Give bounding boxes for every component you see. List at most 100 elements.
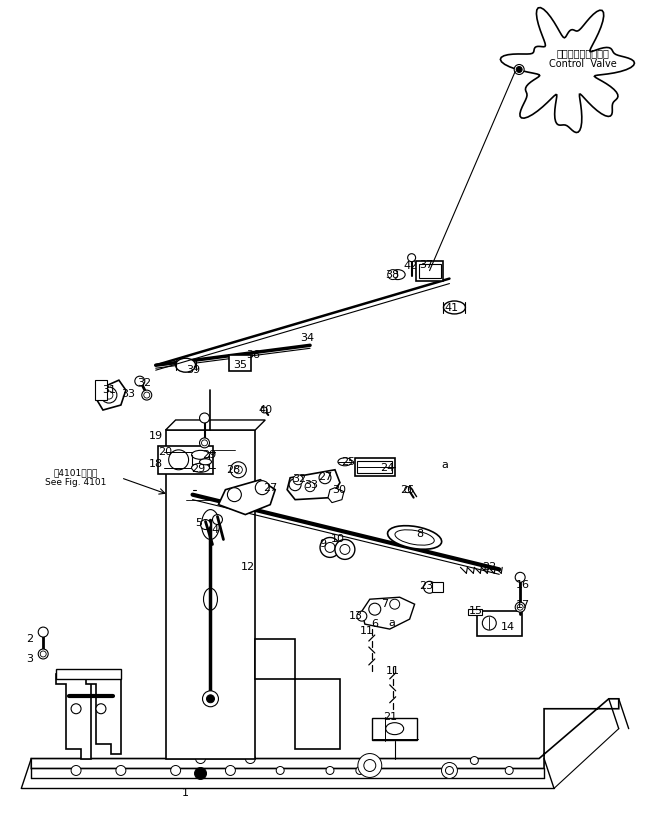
Text: 38: 38 xyxy=(385,270,400,280)
Circle shape xyxy=(213,514,222,524)
Circle shape xyxy=(390,599,400,609)
Circle shape xyxy=(305,482,315,492)
Text: 8: 8 xyxy=(416,529,423,539)
Circle shape xyxy=(227,488,241,502)
Text: 28: 28 xyxy=(226,465,240,475)
Text: 17: 17 xyxy=(516,600,530,610)
Text: 33: 33 xyxy=(304,480,318,490)
Text: 39: 39 xyxy=(187,365,201,375)
Text: 20: 20 xyxy=(159,447,173,457)
Circle shape xyxy=(515,602,525,612)
Circle shape xyxy=(207,695,215,703)
Text: 42: 42 xyxy=(404,260,418,270)
Circle shape xyxy=(105,391,113,399)
Text: 35: 35 xyxy=(233,360,248,370)
Text: 27: 27 xyxy=(263,483,278,493)
Circle shape xyxy=(517,604,523,610)
Text: 29: 29 xyxy=(202,450,216,460)
Circle shape xyxy=(357,612,367,622)
Circle shape xyxy=(194,767,207,780)
Text: 6: 6 xyxy=(371,619,378,629)
Circle shape xyxy=(505,766,514,775)
Polygon shape xyxy=(166,420,265,430)
Text: a: a xyxy=(388,618,395,628)
Circle shape xyxy=(255,481,269,495)
Text: コントロールバルブ
Control  Valve: コントロールバルブ Control Valve xyxy=(549,47,617,69)
Text: 37: 37 xyxy=(419,260,434,270)
Text: 4: 4 xyxy=(212,524,219,534)
Bar xyxy=(158,446,213,473)
Text: a: a xyxy=(441,460,448,470)
Circle shape xyxy=(245,754,255,764)
Text: 29: 29 xyxy=(191,463,205,473)
Text: 18: 18 xyxy=(149,458,162,468)
Ellipse shape xyxy=(202,509,220,539)
Text: 41: 41 xyxy=(445,304,458,314)
Text: 33: 33 xyxy=(121,389,135,399)
Polygon shape xyxy=(31,699,619,769)
Ellipse shape xyxy=(203,588,218,610)
Ellipse shape xyxy=(390,270,405,280)
Ellipse shape xyxy=(200,458,211,465)
Circle shape xyxy=(405,487,411,493)
Ellipse shape xyxy=(385,723,404,735)
Circle shape xyxy=(226,765,235,775)
Text: 26: 26 xyxy=(400,485,415,495)
Circle shape xyxy=(71,765,81,775)
Polygon shape xyxy=(56,669,121,679)
Text: 12: 12 xyxy=(241,562,255,572)
Polygon shape xyxy=(255,639,340,749)
Text: 11: 11 xyxy=(385,666,400,676)
Bar xyxy=(419,264,441,278)
Circle shape xyxy=(320,537,340,557)
Text: 40: 40 xyxy=(258,405,272,415)
Polygon shape xyxy=(500,7,634,132)
Circle shape xyxy=(276,766,284,775)
Circle shape xyxy=(335,539,355,559)
Polygon shape xyxy=(218,480,275,514)
Ellipse shape xyxy=(192,463,209,473)
Circle shape xyxy=(369,603,381,615)
Circle shape xyxy=(408,254,415,261)
Text: 25: 25 xyxy=(341,457,355,467)
Bar xyxy=(469,609,482,615)
Circle shape xyxy=(424,582,436,593)
Circle shape xyxy=(358,754,382,777)
Polygon shape xyxy=(56,674,91,759)
Circle shape xyxy=(364,760,376,771)
Circle shape xyxy=(356,766,364,775)
Circle shape xyxy=(71,704,81,714)
Bar xyxy=(415,260,443,280)
Circle shape xyxy=(325,542,335,552)
Text: 13: 13 xyxy=(349,612,363,622)
Circle shape xyxy=(202,440,207,446)
Circle shape xyxy=(471,756,478,765)
Circle shape xyxy=(516,67,522,72)
Circle shape xyxy=(230,462,246,478)
Circle shape xyxy=(96,704,106,714)
Circle shape xyxy=(261,407,267,413)
Text: 2: 2 xyxy=(26,634,33,644)
Text: 9: 9 xyxy=(319,539,326,549)
Polygon shape xyxy=(287,470,340,500)
Circle shape xyxy=(203,691,218,706)
Bar xyxy=(432,582,443,592)
Circle shape xyxy=(171,765,181,775)
Text: 第4101図参照
See Fig. 4101: 第4101図参照 See Fig. 4101 xyxy=(46,468,107,488)
Circle shape xyxy=(515,572,525,582)
Text: 22: 22 xyxy=(482,562,497,572)
Text: 7: 7 xyxy=(381,599,388,609)
Polygon shape xyxy=(362,597,415,629)
Text: 32: 32 xyxy=(292,473,306,483)
Circle shape xyxy=(201,519,211,529)
Bar xyxy=(95,380,107,400)
Circle shape xyxy=(235,466,242,473)
Text: 32: 32 xyxy=(136,378,151,389)
Polygon shape xyxy=(328,488,344,503)
Text: 3: 3 xyxy=(26,654,32,664)
Circle shape xyxy=(319,472,331,483)
Text: 30: 30 xyxy=(332,485,346,495)
Ellipse shape xyxy=(443,301,465,314)
Circle shape xyxy=(340,544,350,554)
Circle shape xyxy=(168,450,188,470)
